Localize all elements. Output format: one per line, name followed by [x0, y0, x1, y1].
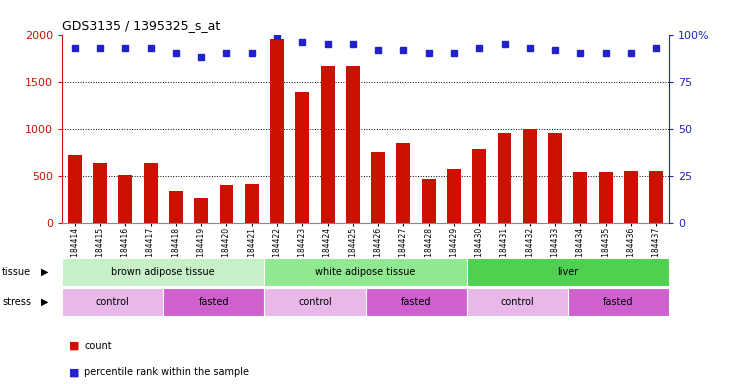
Text: fasted: fasted	[603, 297, 634, 307]
Bar	[466, 258, 669, 286]
Text: white adipose tissue: white adipose tissue	[315, 267, 416, 277]
Bar	[548, 133, 562, 223]
Text: ▶: ▶	[41, 297, 48, 307]
Bar	[265, 258, 466, 286]
Text: liver: liver	[557, 267, 578, 277]
Bar	[371, 152, 385, 223]
Bar	[68, 155, 82, 223]
Bar	[169, 191, 183, 223]
Text: ▶: ▶	[41, 267, 48, 277]
Text: percentile rank within the sample: percentile rank within the sample	[84, 367, 249, 377]
Text: count: count	[84, 341, 112, 351]
Text: brown adipose tissue: brown adipose tissue	[111, 267, 215, 277]
Text: fasted: fasted	[199, 297, 229, 307]
Bar	[321, 66, 335, 223]
Bar	[93, 162, 107, 223]
Bar	[295, 92, 309, 223]
Bar	[624, 171, 638, 223]
Bar	[523, 129, 537, 223]
Text: control: control	[500, 297, 534, 307]
Bar	[396, 143, 410, 223]
Bar	[472, 149, 486, 223]
Bar	[466, 288, 568, 316]
Text: ■: ■	[69, 367, 80, 377]
Bar	[163, 288, 265, 316]
Bar	[573, 172, 587, 223]
Bar	[118, 175, 132, 223]
Text: tissue: tissue	[2, 267, 31, 277]
Text: control: control	[298, 297, 332, 307]
Bar	[346, 66, 360, 223]
Bar	[194, 198, 208, 223]
Text: control: control	[96, 297, 129, 307]
Bar	[62, 258, 265, 286]
Bar	[265, 288, 366, 316]
Text: stress: stress	[2, 297, 31, 307]
Bar	[447, 169, 461, 223]
Bar	[62, 288, 163, 316]
Bar	[568, 288, 669, 316]
Text: ■: ■	[69, 341, 80, 351]
Bar	[366, 288, 466, 316]
Bar	[245, 184, 259, 223]
Text: fasted: fasted	[401, 297, 431, 307]
Bar	[270, 39, 284, 223]
Bar	[599, 172, 613, 223]
Bar	[422, 179, 436, 223]
Bar	[219, 185, 233, 223]
Bar	[649, 171, 663, 223]
Bar	[498, 133, 512, 223]
Bar	[144, 164, 158, 223]
Text: GDS3135 / 1395325_s_at: GDS3135 / 1395325_s_at	[62, 19, 220, 32]
